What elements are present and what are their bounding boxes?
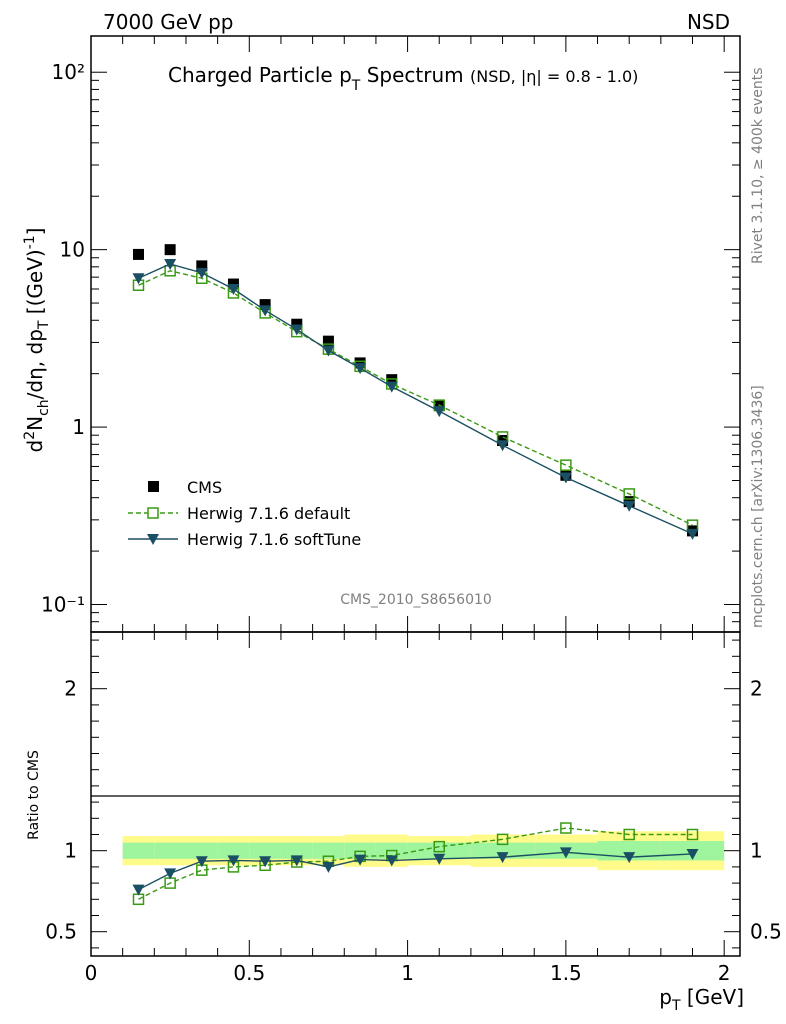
ratio-point-herwig-softtune: [385, 855, 398, 867]
ratio-band-inner: [470, 842, 535, 859]
main-point-herwig-softtune: [227, 284, 240, 296]
legend-label-herwig-softtune: Herwig 7.1.6 softTune: [187, 530, 361, 549]
ratio-ylabel: Ratio to CMS: [26, 750, 42, 840]
main-point-herwig-softtune: [322, 345, 335, 357]
main-line-herwig-softtune: [138, 263, 693, 535]
main-point-herwig-default: [560, 459, 572, 471]
main-point-herwig-softtune: [290, 324, 303, 336]
main-point-cms: [322, 335, 334, 347]
legend: CMS Herwig 7.1.6 default Herwig 7.1.6 so…: [128, 478, 361, 549]
ratio-ytick-label-right: 2: [750, 677, 763, 701]
ratio-panel: 0.5 0.5 1 1 2 2 0 0.5 1 1.5 2 Ratio to CMS pT [GeV…: [26, 631, 782, 1014]
ratio-band-inner: [217, 842, 250, 859]
ratio-point-herwig-softtune: [354, 854, 367, 866]
main-ytick-label: 10: [60, 238, 85, 262]
main-point-herwig-default: [623, 488, 635, 500]
mcplots-label: mcplots.cern.ch [arXiv:1306.3436]: [750, 385, 766, 628]
legend-item-cms: CMS: [148, 478, 222, 497]
ratio-point-herwig-softtune: [259, 856, 272, 868]
ratio-point-herwig-default: [433, 840, 445, 853]
ratio-point-herwig-softtune: [559, 847, 572, 859]
main-point-herwig-softtune: [195, 267, 208, 279]
legend-label-cms: CMS: [187, 478, 222, 497]
ratio-xtick-label: 0.5: [233, 961, 265, 985]
legend-item-herwig-default: Herwig 7.1.6 default: [128, 504, 350, 523]
ratio-point-herwig-softtune: [686, 848, 699, 860]
ratio-band-inner: [407, 842, 471, 859]
main-point-herwig-softtune: [686, 528, 699, 540]
main-point-cms: [291, 318, 303, 330]
ratio-band-inner: [249, 842, 281, 859]
ratio-xtick-label: 0: [85, 961, 98, 985]
ratio-point-herwig-default: [560, 822, 572, 834]
legend-marker-cms: [148, 481, 159, 492]
ratio-point-herwig-softtune: [433, 853, 446, 865]
ratio-ytick-label: 0.5: [45, 920, 77, 944]
legend-item-herwig-softtune: Herwig 7.1.6 softTune: [128, 530, 361, 549]
ratio-point-herwig-softtune: [322, 861, 335, 873]
main-point-herwig-softtune: [623, 500, 636, 512]
ratio-band-inner: [280, 842, 313, 859]
main-panel: 10⁻¹ 1 10 10² Charged Particle pT Spectrum …: [22, 35, 741, 633]
main-point-cms: [164, 244, 176, 256]
ratio-band-inner: [312, 842, 345, 859]
ratio-point-herwig-softtune: [164, 868, 177, 880]
main-point-cms: [354, 357, 366, 369]
header-right: NSD: [687, 10, 730, 34]
header-left: 7000 GeV pp: [103, 10, 234, 34]
main-point-herwig-softtune: [259, 305, 272, 317]
ratio-band-inner: [185, 842, 218, 859]
main-point-herwig-softtune: [354, 363, 367, 375]
ratio-xtick-label: 1: [401, 961, 414, 985]
ratio-ytick-label-right: 0.5: [750, 920, 782, 944]
analysis-watermark: CMS_2010_S8656010: [340, 592, 492, 608]
main-ylabel: d2Nch/dη, dpT [(GeV)-1]: [22, 228, 52, 453]
rivet-label: Rivet 3.1.10, ≥ 400k events: [750, 67, 766, 264]
legend-marker-herwig-softtune: [147, 534, 159, 545]
ratio-point-herwig-softtune: [195, 856, 208, 868]
legend-label-herwig-default: Herwig 7.1.6 default: [187, 504, 350, 523]
ratio-bands: [122, 831, 725, 871]
main-ytick-label: 10²: [52, 60, 85, 84]
main-point-cms: [259, 299, 271, 311]
ratio-point-herwig-default: [496, 833, 509, 846]
ratio-ticks: 0.5 0.5 1 1 2 2 0 0.5 1 1.5 2: [45, 632, 782, 985]
ratio-point-herwig-default: [686, 828, 699, 841]
main-point-herwig-softtune: [385, 381, 398, 393]
main-point-herwig-softtune: [164, 259, 177, 271]
main-point-herwig-softtune: [559, 472, 572, 484]
ratio-point-herwig-softtune: [290, 855, 303, 867]
ratio-point-herwig-softtune: [623, 852, 636, 864]
x-axis-label: pT [GeV]: [659, 985, 744, 1014]
ratio-series: [132, 822, 699, 906]
ratio-band-inner: [154, 842, 186, 859]
main-point-herwig-softtune: [132, 273, 145, 285]
main-series: [132, 244, 699, 540]
legend-marker-herwig-default: [147, 507, 159, 519]
main-point-herwig-softtune: [496, 440, 509, 452]
ratio-line-herwig-softtune: [138, 851, 693, 891]
ratio-point-herwig-softtune: [132, 884, 145, 896]
main-ticks: 10⁻¹ 1 10 10²: [41, 36, 740, 633]
ratio-point-herwig-softtune: [227, 855, 240, 867]
ratio-point-herwig-default: [623, 828, 635, 841]
ratio-xtick-label: 2: [718, 961, 731, 985]
main-ytick-label: 10⁻¹: [41, 593, 85, 617]
main-point-cms: [132, 248, 144, 260]
main-title: Charged Particle pT Spectrum (NSD, |η| =…: [168, 63, 638, 94]
main-point-cms: [196, 260, 208, 272]
ratio-ytick-label: 1: [64, 839, 77, 863]
main-point-herwig-softtune: [433, 406, 446, 418]
main-ytick-label: 1: [72, 415, 85, 439]
ratio-frame: [90, 631, 741, 957]
ratio-ytick-label: 2: [64, 677, 77, 701]
ratio-xtick-label: 1.5: [550, 961, 582, 985]
ratio-point-herwig-softtune: [496, 852, 509, 864]
ratio-band-inner: [122, 842, 155, 859]
ratio-ytick-label-right: 1: [750, 839, 763, 863]
